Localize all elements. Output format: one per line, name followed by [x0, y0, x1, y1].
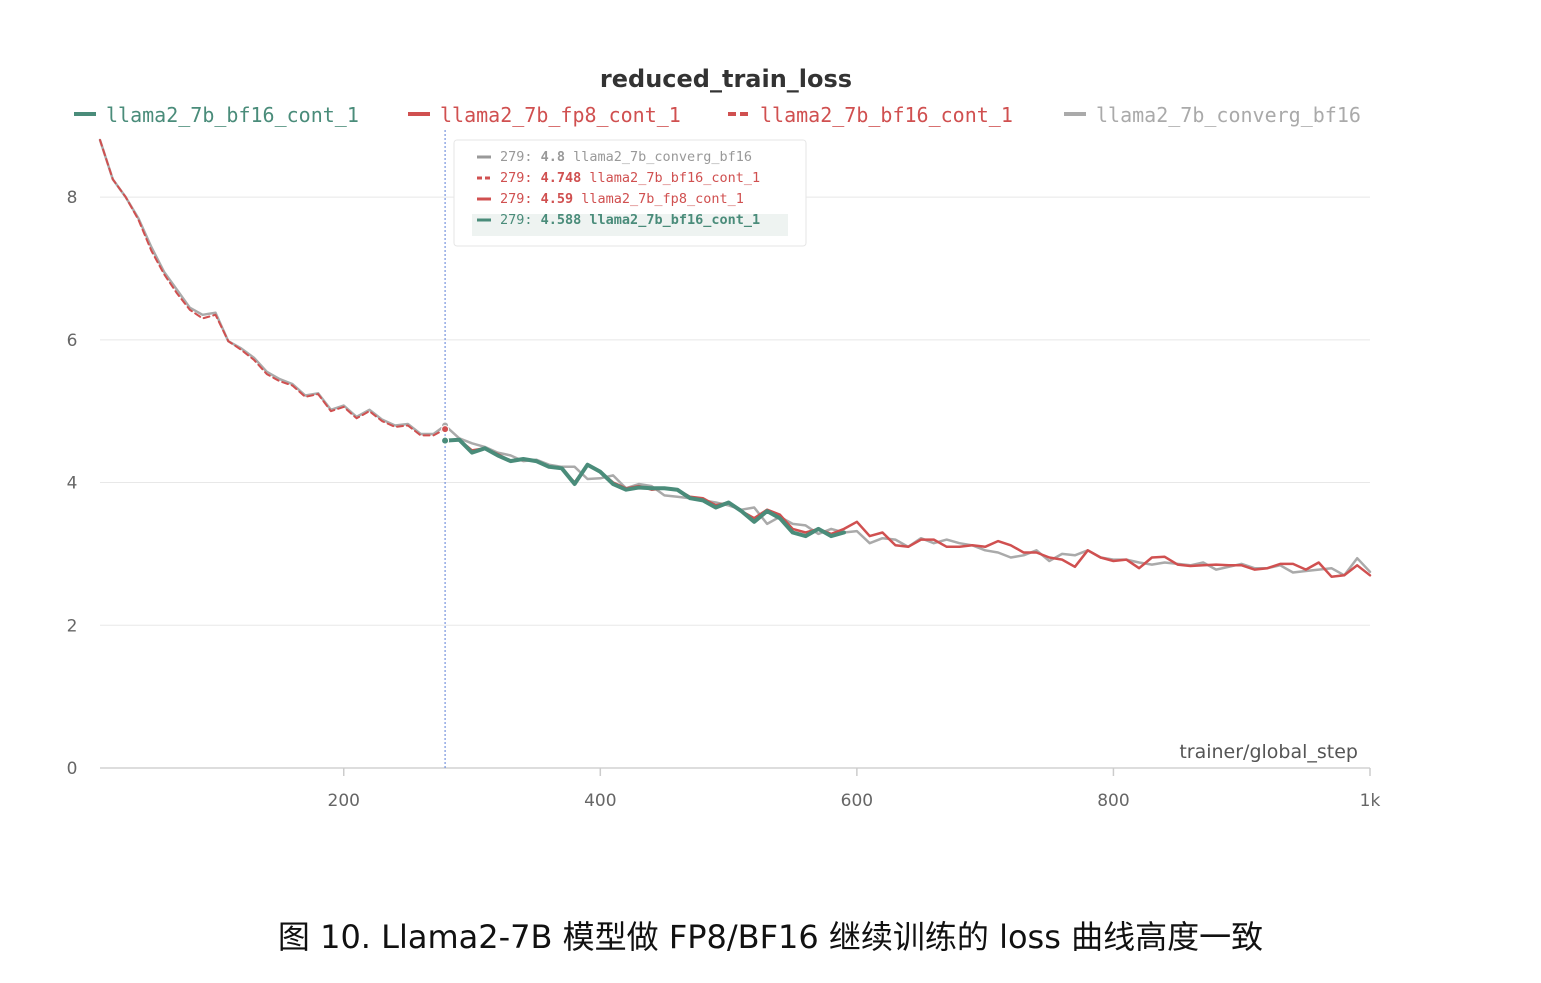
tooltip-series-name: llama2_7b_fp8_cont_1 [581, 191, 744, 207]
legend-item-label[interactable]: llama2_7b_converg_bf16 [1096, 103, 1361, 127]
legend-item-label[interactable]: llama2_7b_bf16_cont_1 [106, 103, 359, 127]
y-tick-label: 2 [67, 616, 78, 636]
hover-point [441, 436, 450, 445]
x-tick-label: 600 [841, 791, 873, 811]
x-tick-label: 200 [328, 791, 360, 811]
tooltip-line: 279: 4.588 llama2_7b_bf16_cont_1 [500, 212, 760, 228]
tooltip-value: 4.59 [541, 191, 582, 207]
x-axis-label: trainer/global_step [1179, 741, 1358, 763]
series-line-llama2_7b_bf16_cont_1 [443, 437, 846, 539]
x-tick-label: 400 [584, 791, 616, 811]
chart-legend[interactable]: llama2_7b_bf16_cont_1 llama2_7b_fp8_cont_… [74, 103, 1361, 127]
tooltip-step: 279: [500, 170, 541, 186]
tooltip-series-name: llama2_7b_converg_bf16 [573, 149, 752, 165]
y-tick-label: 4 [67, 474, 78, 494]
x-tick-label: 1k [1360, 791, 1381, 811]
series-lines [98, 138, 1372, 578]
y-tick-label: 8 [67, 188, 78, 208]
axis-ticks: 0 2 4 6 8 200 400 600 800 1k [67, 188, 1381, 811]
hover-indicator [441, 130, 450, 768]
tooltip-series-name: llama2_7b_bf16_cont_1 [589, 170, 760, 186]
tooltip-value: 4.8 [541, 149, 574, 165]
tooltip-line: 279: 4.748 llama2_7b_bf16_cont_1 [500, 170, 760, 186]
tooltip-step: 279: [500, 212, 541, 228]
tooltip-series-name: llama2_7b_bf16_cont_1 [589, 212, 760, 228]
hover-point [441, 425, 450, 434]
y-tick-label: 0 [67, 759, 78, 779]
chart-title: reduced_train_loss [600, 65, 852, 93]
tooltip-step: 279: [500, 149, 541, 165]
series-line-llama2_7b_bf16_cont_1 [99, 139, 447, 437]
legend-item-label[interactable]: llama2_7b_fp8_cont_1 [440, 103, 681, 127]
series-line-llama2_7b_fp8_cont_1 [443, 438, 1372, 578]
x-tick-label: 800 [1097, 791, 1129, 811]
tooltip-value: 4.588 [541, 212, 590, 228]
tooltip-highlight [472, 214, 788, 236]
chart-grid [100, 196, 1370, 769]
tooltip-value: 4.748 [541, 170, 590, 186]
tooltip-line: 279: 4.8 llama2_7b_converg_bf16 [500, 149, 752, 165]
loss-chart: reduced_train_loss llama2_7b_bf16_cont_1… [67, 65, 1381, 811]
legend-item-label[interactable]: llama2_7b_bf16_cont_1 [760, 103, 1013, 127]
tooltip-line: 279: 4.59 llama2_7b_fp8_cont_1 [500, 191, 744, 207]
tooltip-step: 279: [500, 191, 541, 207]
figure-caption: 图 10. Llama2-7B 模型做 FP8/BF16 继续训练的 loss … [277, 918, 1264, 956]
y-tick-label: 6 [67, 331, 78, 351]
